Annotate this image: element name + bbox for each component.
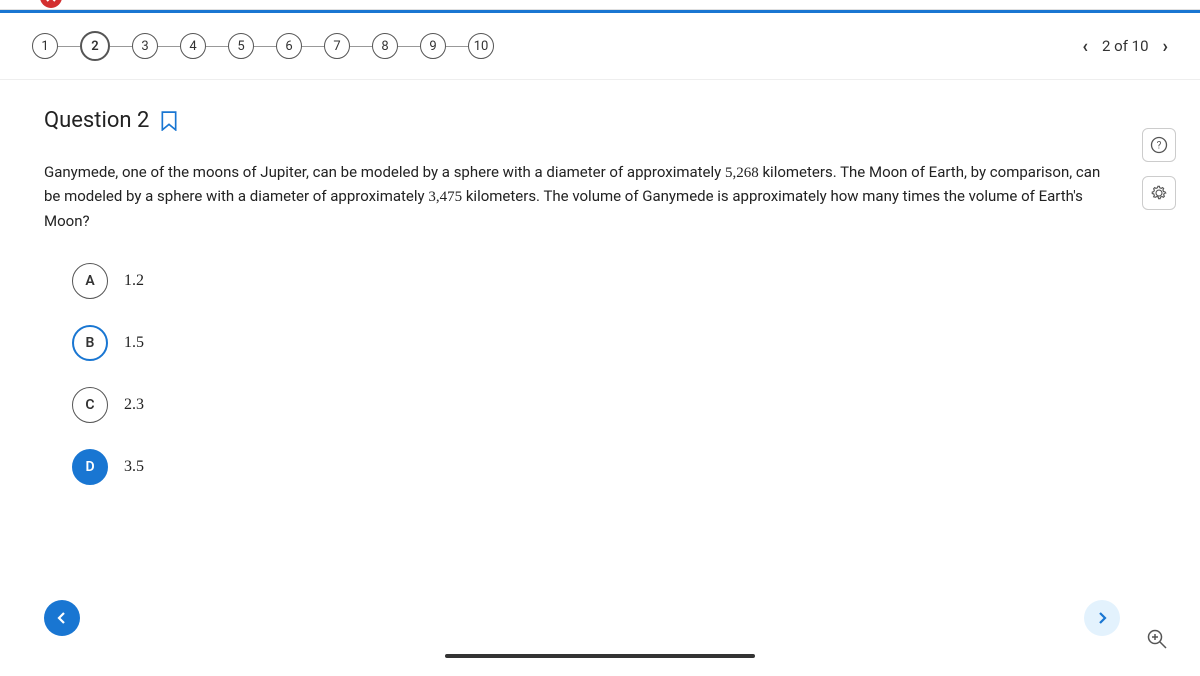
step-8[interactable]: 8 (372, 33, 398, 59)
settings-button[interactable] (1142, 176, 1176, 210)
step-connector (58, 46, 80, 47)
step-connector (110, 46, 132, 47)
page-container: Close Review 123456789 10 ‹ 2 of 10 › Que… (0, 0, 1200, 676)
prev-button[interactable] (44, 600, 80, 636)
step-5[interactable]: 5 (228, 33, 254, 59)
side-tools: ? (1142, 128, 1176, 210)
help-button[interactable]: ? (1142, 128, 1176, 162)
answer-option-c[interactable]: C 2.3 (72, 387, 1156, 423)
content-area: Question 2 Ganymede, one of the moons of… (0, 80, 1200, 505)
answer-value: 2.3 (124, 396, 144, 414)
step-7[interactable]: 7 (324, 33, 350, 59)
answer-value: 1.5 (124, 334, 144, 352)
step-1[interactable]: 1 (32, 33, 58, 59)
answer-list: A 1.2 B 1.5 C 2.3 D 3.5 (72, 263, 1156, 485)
step-connector (254, 46, 276, 47)
zoom-in-button[interactable] (1142, 624, 1172, 654)
chevron-left-icon (56, 611, 68, 625)
close-icon (45, 0, 57, 3)
step-connector (350, 46, 372, 47)
question-number-2: 3,475 (428, 189, 462, 205)
question-header: Question 2 (44, 108, 1156, 133)
bookmark-icon[interactable] (161, 111, 177, 131)
step-list: 123456789 10 (32, 31, 494, 61)
prev-question-chevron[interactable]: ‹ (1082, 36, 1088, 57)
next-question-chevron[interactable]: › (1163, 36, 1168, 57)
answer-option-a[interactable]: A 1.2 (72, 263, 1156, 299)
chevron-right-icon (1096, 611, 1108, 625)
top-header: Close Review (0, 0, 1200, 10)
zoom-in-icon (1146, 628, 1168, 650)
bottom-nav (44, 600, 1120, 636)
step-connector (398, 46, 420, 47)
answer-letter: A (72, 263, 108, 299)
step-connector (206, 46, 228, 47)
answer-letter: C (72, 387, 108, 423)
nav-counter-group: ‹ 2 of 10 › (1082, 36, 1168, 57)
step-10[interactable]: 10 (468, 33, 494, 59)
scroll-indicator (445, 654, 755, 658)
step-2[interactable]: 2 (80, 31, 110, 61)
answer-letter: D (72, 449, 108, 485)
answer-option-b[interactable]: B 1.5 (72, 325, 1156, 361)
step-connector (446, 46, 468, 47)
question-number-1: 5,268 (725, 165, 759, 181)
step-4[interactable]: 4 (180, 33, 206, 59)
question-text-part: Ganymede, one of the moons of Jupiter, c… (44, 163, 725, 181)
answer-letter: B (72, 325, 108, 361)
answer-option-d[interactable]: D 3.5 (72, 449, 1156, 485)
next-button[interactable] (1084, 600, 1120, 636)
answer-value: 1.2 (124, 272, 144, 290)
step-connector (302, 46, 324, 47)
step-6[interactable]: 6 (276, 33, 302, 59)
step-3[interactable]: 3 (132, 33, 158, 59)
close-review-button[interactable] (40, 0, 62, 8)
help-icon: ? (1150, 136, 1168, 154)
gear-icon (1150, 184, 1168, 202)
answer-value: 3.5 (124, 458, 144, 476)
close-review-label: Close Review (68, 0, 157, 4)
svg-text:?: ? (1157, 141, 1162, 152)
step-nav-row: 123456789 10 ‹ 2 of 10 › (0, 13, 1200, 80)
step-connector (158, 46, 180, 47)
question-title: Question 2 (44, 108, 149, 133)
step-9[interactable]: 9 (420, 33, 446, 59)
question-text: Ganymede, one of the moons of Jupiter, c… (44, 161, 1104, 233)
question-counter: 2 of 10 (1102, 37, 1149, 55)
